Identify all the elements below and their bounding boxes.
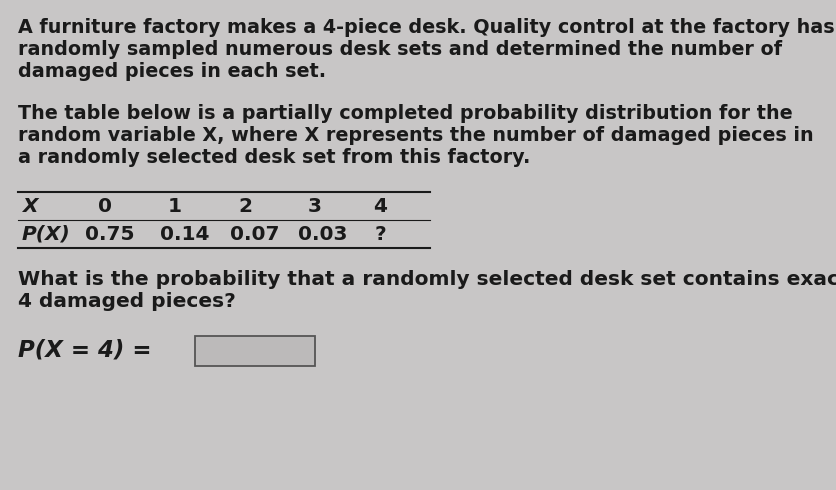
Text: randomly sampled numerous desk sets and determined the number of: randomly sampled numerous desk sets and … [18, 40, 781, 59]
Text: ?: ? [374, 224, 385, 244]
Text: damaged pieces in each set.: damaged pieces in each set. [18, 62, 326, 81]
Text: 0.75: 0.75 [85, 224, 135, 244]
Text: P(X): P(X) [22, 224, 71, 244]
Text: a randomly selected desk set from this factory.: a randomly selected desk set from this f… [18, 148, 530, 167]
Text: 0.07: 0.07 [230, 224, 279, 244]
Text: 0.03: 0.03 [298, 224, 347, 244]
Text: 0: 0 [98, 196, 112, 216]
FancyBboxPatch shape [195, 336, 314, 366]
Text: 4: 4 [373, 196, 386, 216]
Text: A furniture factory makes a 4‑piece desk. Quality control at the factory has: A furniture factory makes a 4‑piece desk… [18, 18, 833, 37]
Text: P(X​ = 4) =: P(X​ = 4) = [18, 339, 151, 362]
Text: What is the probability that a randomly selected desk set contains exactly: What is the probability that a randomly … [18, 270, 836, 289]
Text: 0.14: 0.14 [160, 224, 210, 244]
Text: X: X [22, 196, 38, 216]
Text: random variable ​X​, where ​X​ represents the number of damaged pieces in: random variable ​X​, where ​X​ represent… [18, 126, 813, 145]
Text: 3: 3 [308, 196, 322, 216]
Text: 4 damaged pieces?: 4 damaged pieces? [18, 292, 236, 311]
Text: 1: 1 [168, 196, 181, 216]
Text: 2: 2 [237, 196, 252, 216]
Text: The table below is a partially completed probability distribution for the: The table below is a partially completed… [18, 104, 792, 123]
